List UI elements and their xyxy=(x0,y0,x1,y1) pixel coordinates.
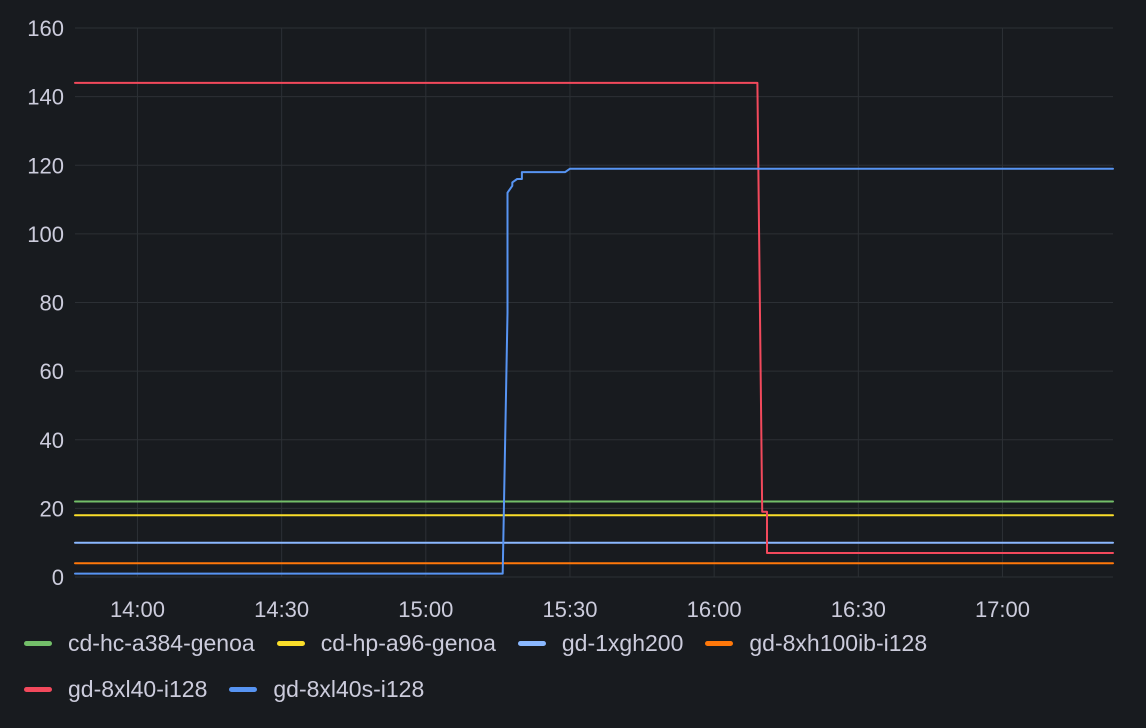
x-tick-label: 15:00 xyxy=(398,597,453,620)
legend-swatch xyxy=(517,640,546,646)
x-tick-label: 14:00 xyxy=(110,597,165,620)
legend-item-gd-1xgh200[interactable]: gd-1xgh200 xyxy=(517,628,684,658)
x-tick-label: 17:00 xyxy=(975,597,1030,620)
legend-swatch xyxy=(229,686,258,692)
x-tick-label: 15:30 xyxy=(542,597,597,620)
x-axis: 14:00 14:30 15:00 15:30 16:00 16:30 17:00 xyxy=(110,597,1030,620)
legend-label: gd-1xgh200 xyxy=(561,629,684,656)
legend-swatch xyxy=(276,640,305,646)
y-tick-label: 140 xyxy=(27,85,64,110)
y-tick-label: 40 xyxy=(40,428,64,453)
y-tick-label: 120 xyxy=(27,153,64,178)
y-tick-label: 0 xyxy=(52,565,64,590)
legend-item-gd-8xh100ib-i128[interactable]: gd-8xh100ib-i128 xyxy=(705,628,927,658)
legend-label: gd-8xl40-i128 xyxy=(68,675,208,702)
y-tick-label: 160 xyxy=(27,16,64,41)
legend-label: gd-8xh100ib-i128 xyxy=(749,629,928,656)
legend-item-gd-8xl40s-i128[interactable]: gd-8xl40s-i128 xyxy=(229,674,424,704)
legend-item-gd-8xl40-i128[interactable]: gd-8xl40-i128 xyxy=(24,674,207,704)
y-tick-label: 20 xyxy=(40,496,64,521)
y-axis: 0 20 40 60 80 100 120 140 160 xyxy=(27,16,64,590)
legend-item-cd-hp-a96-genoa[interactable]: cd-hp-a96-genoa xyxy=(276,628,496,658)
line-chart: 0 20 40 60 80 100 120 140 160 14:00 14:30 15:00 15:… xyxy=(27,16,1114,620)
legend-label: cd-hc-a384-genoa xyxy=(68,629,255,656)
x-tick-label: 16:30 xyxy=(831,597,886,620)
legend-swatch xyxy=(24,686,52,692)
y-tick-label: 80 xyxy=(40,291,64,316)
series-line-gd-8xl40-i128 xyxy=(74,81,1114,554)
legend-swatch xyxy=(24,640,52,646)
series-lines xyxy=(74,81,1114,575)
grid xyxy=(75,27,1113,578)
y-tick-label: 100 xyxy=(27,222,64,247)
legend: cd-hc-a384-genoa cd-hp-a96-genoa gd-1xgh20… xyxy=(24,628,1124,704)
x-tick-label: 14:30 xyxy=(254,597,309,620)
legend-item-cd-hc-a384-genoa[interactable]: cd-hc-a384-genoa xyxy=(24,628,255,658)
legend-label: gd-8xl40s-i128 xyxy=(273,675,425,702)
series-line-gd-8xl40s-i128 xyxy=(74,167,1114,575)
legend-label: cd-hp-a96-genoa xyxy=(320,629,496,656)
y-tick-label: 60 xyxy=(40,359,64,384)
x-tick-label: 16:00 xyxy=(687,597,742,620)
legend-swatch xyxy=(705,640,734,646)
